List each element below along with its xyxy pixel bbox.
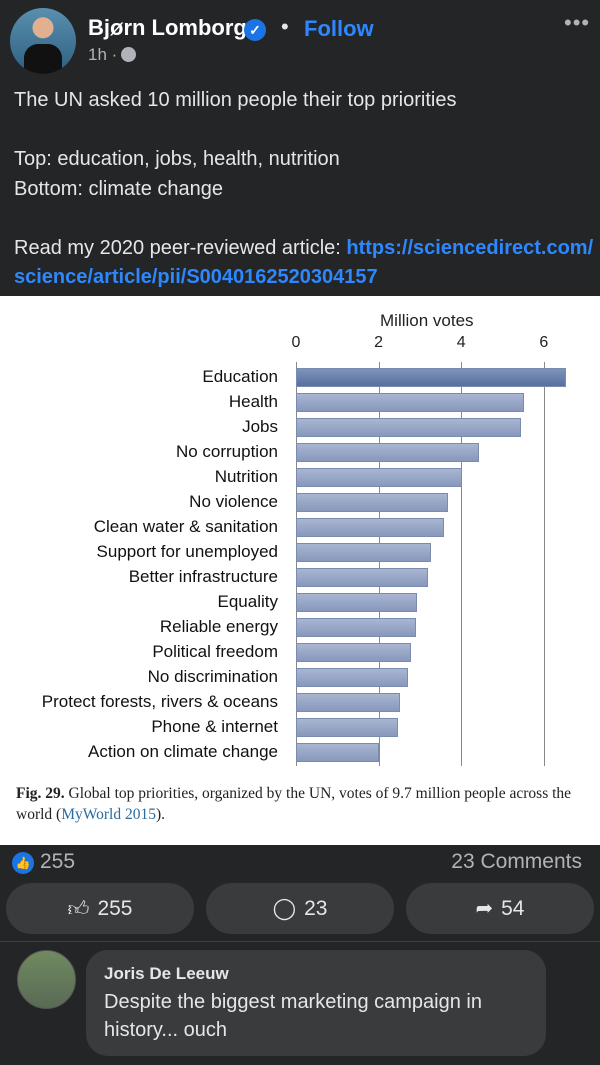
share-count: 54 [501, 896, 525, 920]
globe-icon [121, 47, 137, 62]
chart-image[interactable]: Million votes Fig. 29. Global top priori… [0, 296, 600, 845]
article-link[interactable]: https://sciencedirect.com/science/articl… [14, 236, 594, 289]
category-label: Reliable energy [159, 617, 278, 636]
author-avatar[interactable] [10, 8, 76, 74]
commenter-avatar[interactable] [17, 950, 76, 1009]
caption-end: ). [155, 806, 166, 823]
caption-label: Fig. 29. [16, 785, 65, 802]
comment-count: 23 [304, 896, 328, 920]
x-tick-label: 6 [539, 334, 549, 351]
like-button[interactable]: 👍︎ 255 [6, 883, 194, 934]
commenter-name[interactable]: Joris De Leeuw [104, 964, 229, 983]
x-axis-title: Million votes [380, 311, 474, 330]
comment-bubble-icon: ◯ [272, 897, 297, 920]
category-label: Health [228, 392, 278, 411]
bar [296, 668, 408, 687]
category-label: Clean water & sanitation [93, 517, 278, 536]
caption-text: Global top priorities, organized by the … [16, 785, 572, 823]
gridline [543, 362, 545, 766]
category-label: Jobs [242, 417, 278, 436]
bar [296, 718, 398, 737]
like-count: 255 [97, 896, 133, 920]
category-label: No discrimination [147, 667, 278, 686]
category-label: Education [202, 367, 278, 386]
category-label: Protect forests, rivers & oceans [41, 692, 278, 711]
bar [296, 443, 479, 462]
share-button[interactable]: ➦ 54 [406, 883, 594, 934]
comments-count[interactable]: 23 Comments [451, 850, 582, 873]
bar [296, 618, 416, 637]
share-arrow-icon: ➦ [475, 897, 494, 920]
follow-button[interactable]: Follow [304, 16, 374, 41]
category-label: Support for unemployed [96, 542, 278, 561]
gridline [296, 362, 297, 766]
category-label: No violence [189, 492, 278, 511]
bar [296, 743, 379, 762]
gridline [378, 362, 380, 766]
divider [0, 941, 600, 942]
separator-dot: • [281, 14, 289, 39]
author-name[interactable]: Bjørn Lomborg [88, 15, 247, 40]
post-line: Bottom: climate change [14, 177, 223, 200]
bar [296, 568, 429, 587]
category-label: Equality [217, 592, 278, 611]
bar [296, 393, 524, 412]
comment-button[interactable]: ◯ 23 [206, 883, 394, 934]
link-prefix: Read my 2020 peer-reviewed article: [14, 236, 347, 259]
category-label: Political freedom [152, 642, 278, 661]
category-label: No corruption [175, 442, 278, 461]
comment-bubble: Joris De Leeuw Despite the biggest marke… [86, 950, 546, 1056]
bar [296, 493, 448, 512]
category-label: Phone & internet [151, 717, 278, 736]
post-time[interactable]: 1h [88, 45, 107, 64]
bar [296, 593, 417, 612]
verified-badge-icon: ✓ [244, 19, 266, 41]
category-label: Nutrition [214, 467, 278, 486]
like-reaction-icon: 👍 [12, 852, 34, 874]
x-tick-label: 4 [456, 334, 466, 351]
category-label: Better infrastructure [128, 567, 278, 586]
comment-text: Despite the biggest marketing campaign i… [104, 991, 482, 1041]
x-tick-label: 2 [374, 334, 384, 351]
bar [296, 468, 463, 487]
gridline [461, 362, 463, 766]
bar [296, 368, 567, 387]
blank-line [14, 116, 594, 146]
post-line: Read my 2020 peer-reviewed article: http… [14, 234, 594, 293]
post-text: The UN asked 10 million people their top… [14, 86, 594, 293]
reaction-count[interactable]: 255 [40, 850, 76, 873]
post-line: The UN asked 10 million people their top… [14, 89, 457, 111]
bar [296, 543, 432, 562]
more-options-icon[interactable]: ••• [564, 10, 591, 35]
bar [296, 418, 522, 437]
meta-separator: · [111, 45, 118, 64]
bar [296, 518, 444, 537]
thumbs-up-icon: 👍︎ [67, 897, 90, 921]
figure-caption: Fig. 29. Global top priorities, organize… [16, 783, 586, 825]
blank-line [14, 204, 594, 234]
category-label: Action on climate change [88, 742, 278, 761]
post-line: Top: education, jobs, health, nutrition [14, 148, 340, 170]
x-tick-label: 0 [291, 334, 301, 351]
caption-reference[interactable]: MyWorld 2015 [61, 806, 156, 823]
bar [296, 693, 401, 712]
post-meta: 1h · [88, 45, 137, 65]
bar [296, 643, 411, 662]
